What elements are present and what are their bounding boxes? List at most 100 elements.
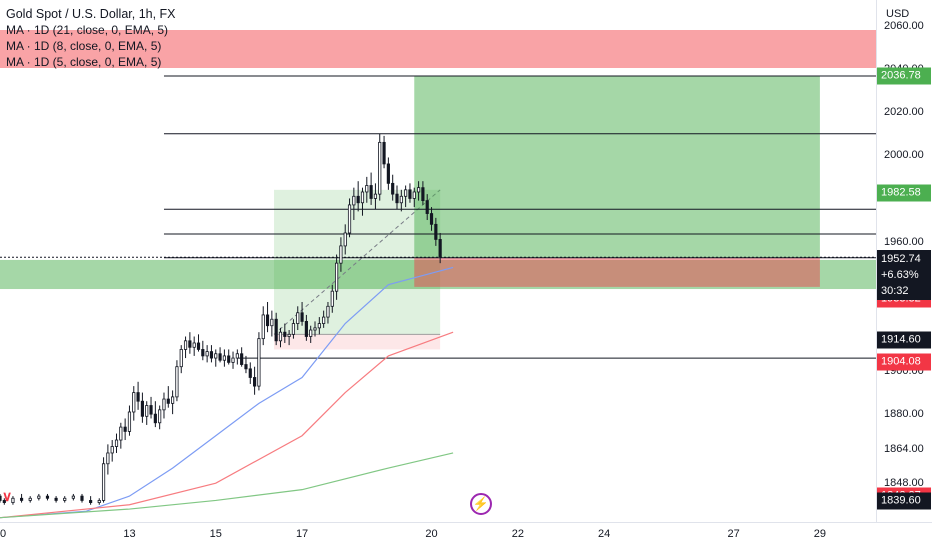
candle-body — [265, 314, 270, 327]
candle-body — [192, 342, 196, 348]
candle-body — [317, 323, 321, 329]
date-tick-label: 29 — [813, 528, 827, 540]
candle-body — [287, 333, 291, 337]
chart-title[interactable]: Gold Spot / U.S. Dollar, 1h, FX — [6, 7, 176, 21]
candle-body — [300, 312, 304, 322]
candle-body — [378, 141, 382, 195]
price-tick-label: 1960.00 — [884, 235, 924, 248]
legend-highlight-band — [0, 30, 876, 68]
candle-body — [11, 497, 15, 503]
candle-body — [183, 340, 188, 350]
candle-body — [235, 353, 239, 359]
candle-body — [140, 400, 144, 417]
ma-line-red — [0, 331, 454, 519]
candle-body — [0, 495, 2, 501]
date-tick-label: 22 — [511, 528, 524, 540]
price-tick-label: 2020.00 — [884, 106, 924, 119]
candle-body — [63, 497, 67, 501]
price-tag: 1982.58 — [877, 184, 931, 202]
candle-body — [19, 497, 24, 501]
candle-body — [149, 405, 153, 415]
candle-body — [373, 193, 378, 199]
candle-body — [309, 329, 313, 337]
candle-body — [248, 368, 252, 378]
price-tick-label: 1864.00 — [884, 442, 924, 455]
candle-body — [119, 426, 123, 441]
candle-body — [347, 204, 352, 234]
candle-body — [240, 353, 244, 365]
candle-body — [244, 364, 248, 370]
candle-body — [205, 351, 209, 357]
candle-body — [145, 405, 149, 417]
price-tick-label: 1880.00 — [884, 408, 924, 421]
date-tick-label: 17 — [295, 528, 309, 540]
support-zone — [0, 259, 876, 290]
long-position-stop-zone — [414, 257, 820, 287]
candle-body — [386, 163, 390, 184]
legend-ma-8[interactable]: MA · 1D (8, close, 0, EMA, 5) — [6, 39, 162, 53]
candle-body — [391, 182, 395, 195]
candle-body — [434, 223, 438, 240]
candle-body — [2, 500, 6, 503]
last-price-tag: 1952.74 +6.63% 30:32 — [877, 250, 931, 301]
candle-body — [45, 495, 50, 499]
candle-body — [360, 191, 365, 204]
candle-body — [54, 497, 58, 501]
date-tick-label: 10 — [0, 528, 7, 540]
candle-body — [231, 357, 235, 363]
last-price-change: +6.63% — [881, 269, 919, 282]
candle-body — [322, 316, 326, 324]
candle-body — [153, 413, 157, 424]
candle-body — [365, 185, 369, 193]
lightning-icon[interactable]: ⚡ — [470, 493, 492, 515]
date-tick-label: 27 — [727, 528, 740, 540]
ma-line-blue — [0, 266, 454, 519]
candle-body — [166, 398, 170, 404]
candle-body — [132, 392, 136, 413]
time-axis[interactable] — [0, 522, 932, 550]
bar-countdown: 30:32 — [881, 285, 909, 298]
candle-body — [408, 189, 412, 199]
chevron-down-icon[interactable]: ∨ — [2, 488, 13, 504]
date-tick-label: 13 — [123, 528, 136, 540]
candle-body — [179, 349, 183, 368]
candle-body — [425, 200, 429, 214]
candle-body — [218, 353, 222, 361]
candle-body — [201, 349, 205, 357]
candle-body — [114, 439, 119, 447]
candle-body — [326, 305, 330, 318]
candle-body — [80, 495, 84, 501]
price-tag: 1839.60 — [877, 492, 931, 510]
candle-body — [274, 318, 278, 342]
candle-body — [209, 351, 214, 359]
candle-body — [429, 213, 434, 225]
price-tick-label: 2000.00 — [884, 149, 924, 162]
price-tick-label: 1848.00 — [884, 477, 924, 490]
candle-body — [101, 463, 106, 501]
candle-body — [412, 191, 416, 199]
candle-body — [127, 411, 132, 432]
legend-ma-5[interactable]: MA · 1D (5, close, 0, EMA, 5) — [6, 55, 162, 69]
currency-label[interactable]: USD — [886, 8, 910, 20]
candle-body — [330, 290, 334, 307]
candle-body — [382, 141, 386, 165]
candle-body — [136, 392, 140, 402]
date-tick-label: 15 — [209, 528, 222, 540]
candle-body — [283, 331, 287, 337]
candle-body — [253, 377, 257, 387]
candle-body — [261, 314, 265, 340]
candle-body — [291, 323, 296, 335]
date-tick-label: 20 — [425, 528, 438, 540]
candle-body — [395, 193, 399, 204]
ma-line-green — [0, 452, 454, 519]
candle-body — [438, 239, 442, 258]
candle-body — [404, 189, 408, 197]
candle-body — [188, 340, 192, 348]
candle-body — [257, 338, 261, 387]
candle-body — [352, 195, 356, 206]
candle-body — [123, 426, 127, 432]
legend-ma-21[interactable]: MA · 1D (21, close, 0, EMA, 5) — [6, 23, 169, 37]
candle-body — [106, 452, 110, 465]
